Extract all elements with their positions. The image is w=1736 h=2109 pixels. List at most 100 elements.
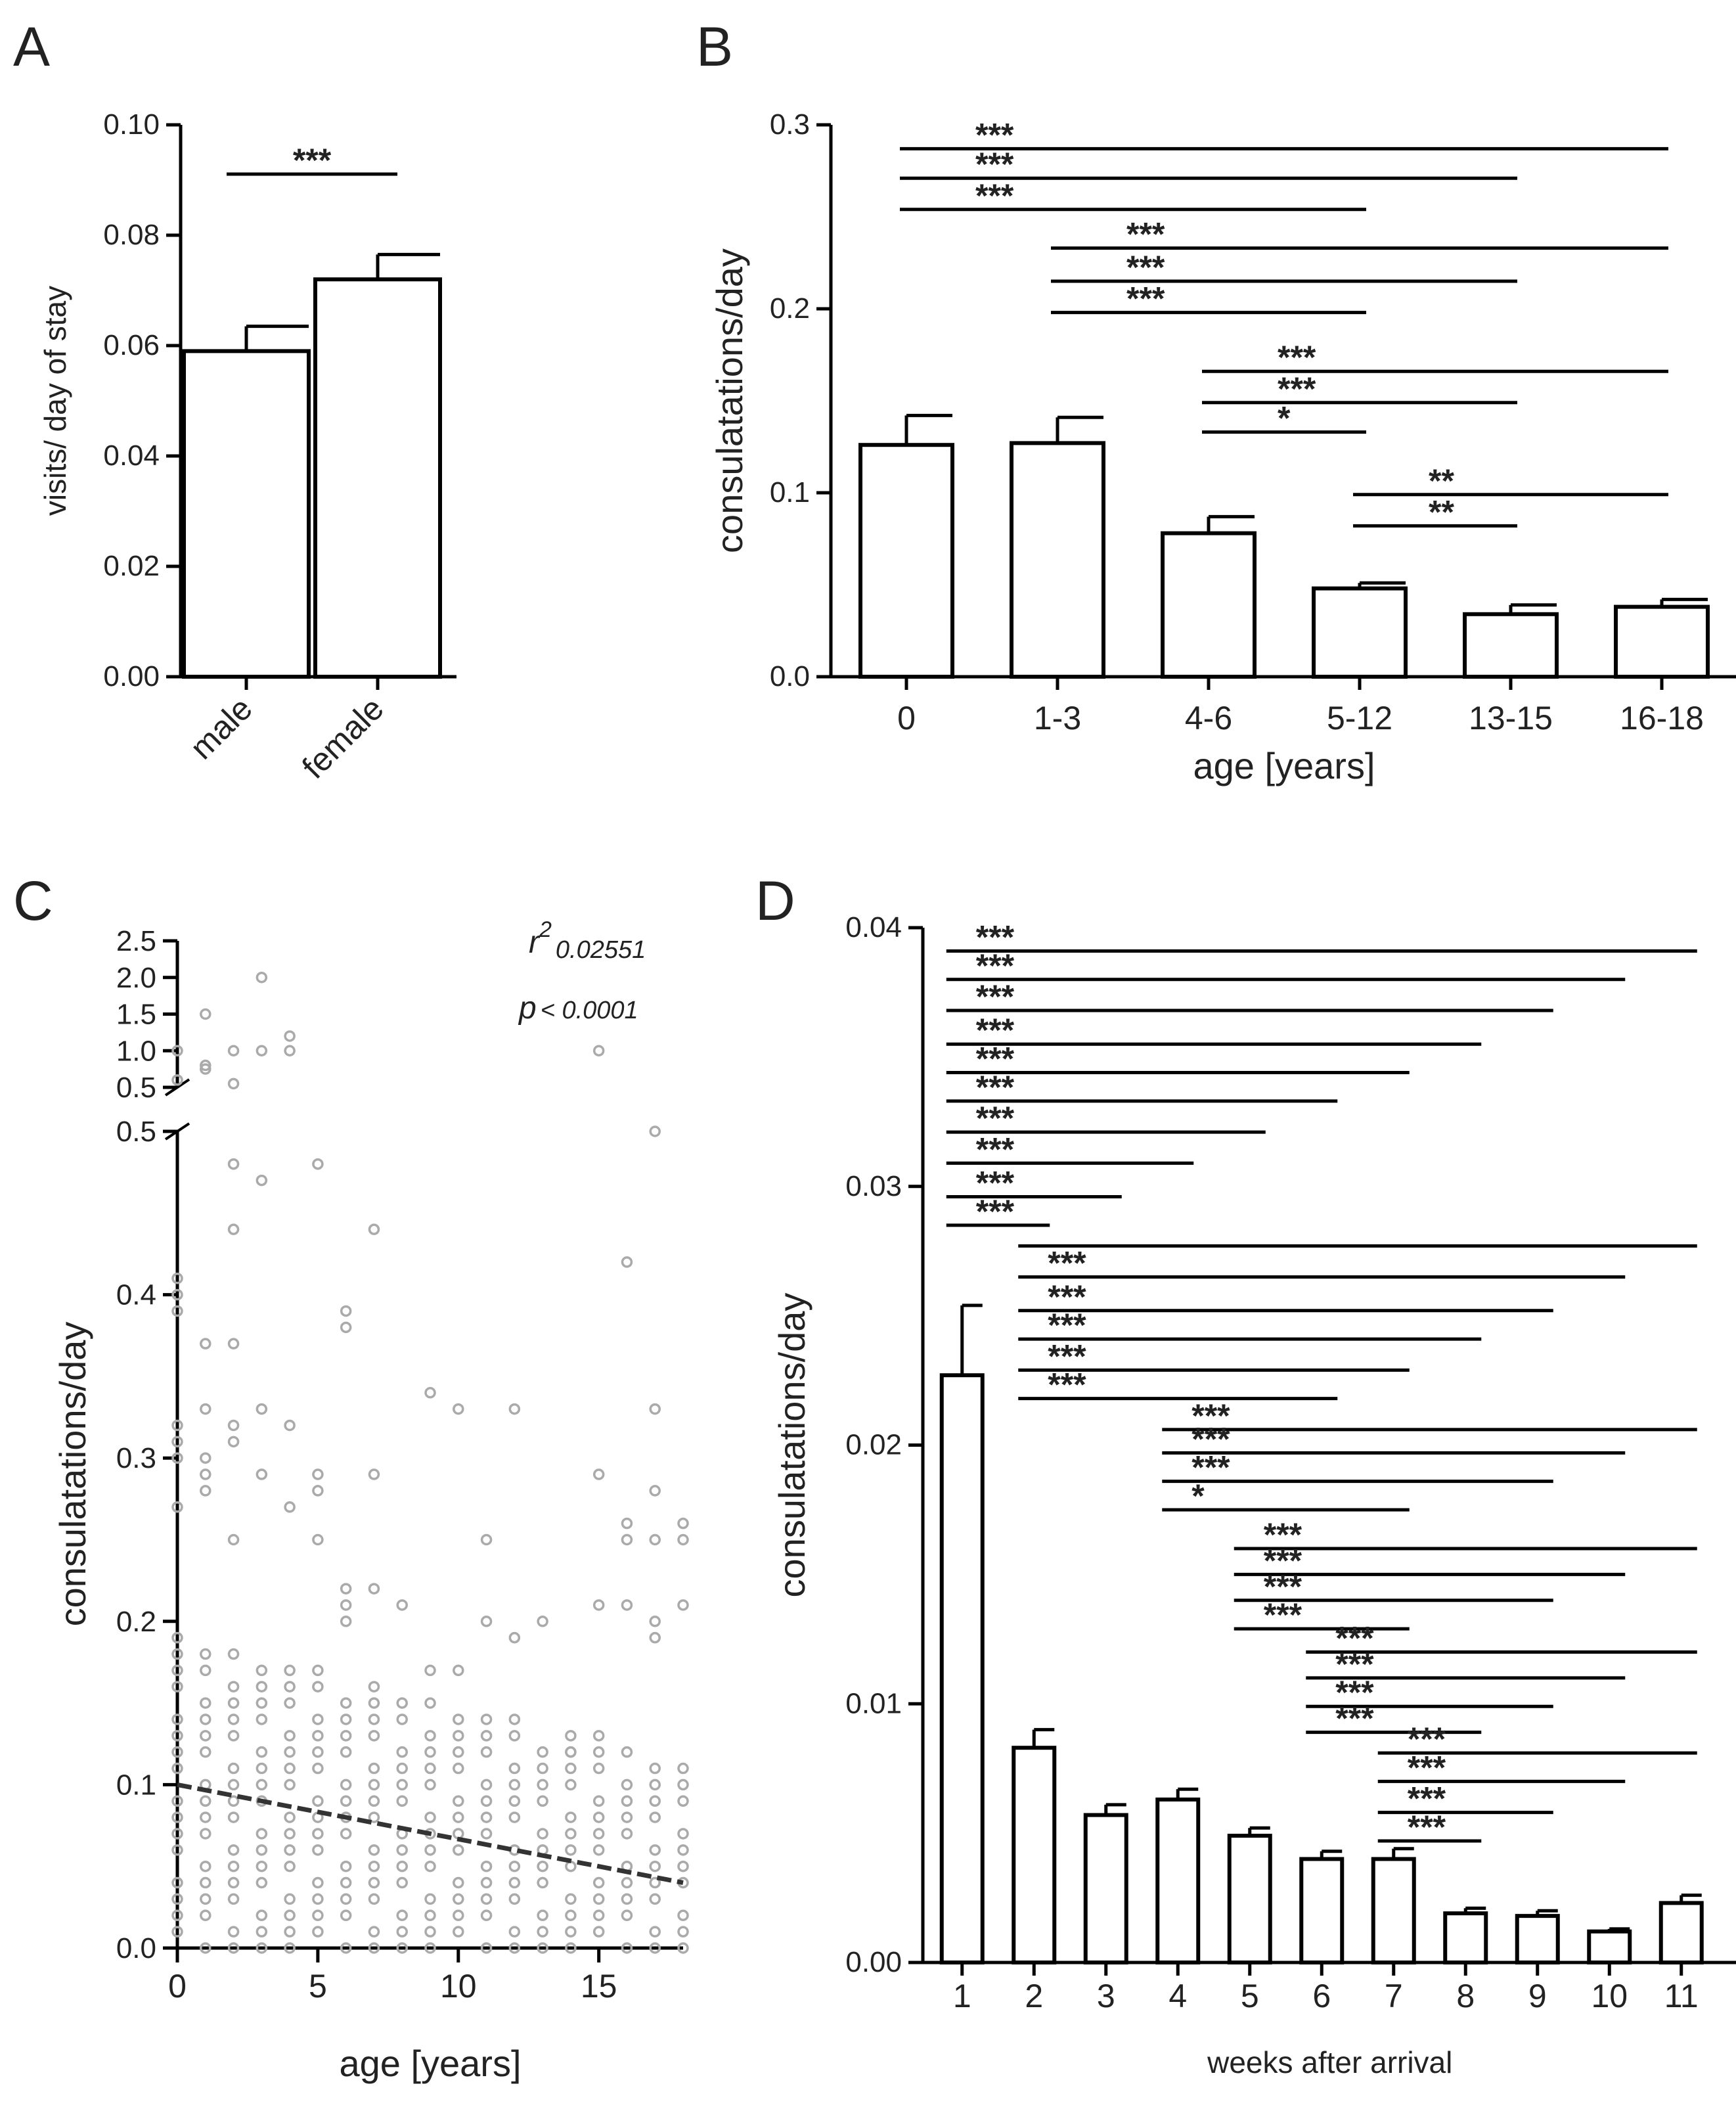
- data-point: [537, 1779, 548, 1791]
- data-point: [508, 1730, 521, 1742]
- data-point: [649, 1860, 661, 1872]
- data-point: [256, 1926, 268, 1938]
- significance-label: ***: [1335, 1674, 1374, 1711]
- data-point: [200, 1909, 211, 1922]
- data-point: [200, 1795, 211, 1807]
- data-point: [649, 1485, 661, 1497]
- data-point: [424, 1893, 436, 1905]
- r-squared-superscript: 2: [539, 917, 552, 942]
- significance-label: ***: [976, 1193, 1015, 1230]
- data-point: [649, 1533, 661, 1546]
- data-point: [649, 1942, 661, 1954]
- data-point: [312, 1893, 324, 1905]
- data-point: [227, 1860, 240, 1872]
- data-point: [649, 1795, 661, 1807]
- bar: [1161, 531, 1257, 679]
- y-tick-label: 0.5: [116, 1116, 156, 1148]
- data-point: [171, 1419, 183, 1432]
- data-point: [171, 1074, 183, 1086]
- data-point: [621, 1909, 633, 1922]
- data-point: [453, 1909, 464, 1922]
- significance-label: ***: [976, 1069, 1015, 1106]
- data-point: [227, 1844, 240, 1856]
- y-tick-label: 0.06: [103, 329, 160, 361]
- data-point: [284, 1697, 296, 1709]
- y-tick-label: 0.3: [770, 108, 810, 141]
- data-point: [565, 1779, 577, 1791]
- data-point: [256, 1468, 268, 1480]
- data-point: [312, 1468, 324, 1480]
- data-point: [284, 1501, 296, 1513]
- x-tick-label: 9: [1528, 1978, 1547, 2014]
- data-point: [227, 1436, 240, 1448]
- data-point: [508, 1713, 521, 1725]
- data-point: [284, 1926, 296, 1938]
- data-point: [537, 1828, 548, 1840]
- data-point: [340, 1321, 352, 1334]
- data-point: [312, 1926, 324, 1938]
- bar: [1012, 1746, 1057, 1964]
- data-point: [508, 1926, 521, 1938]
- data-point: [508, 1403, 521, 1415]
- y-tick-label: 0.2: [770, 292, 810, 325]
- data-point: [200, 1697, 211, 1709]
- data-point: [171, 1746, 183, 1758]
- y-tick-label: 0.02: [103, 550, 160, 582]
- data-point: [171, 1762, 183, 1775]
- data-point: [592, 1599, 605, 1611]
- data-point: [424, 1926, 436, 1938]
- data-point: [565, 1746, 577, 1758]
- data-point: [649, 1125, 661, 1137]
- data-point: [565, 1942, 577, 1954]
- data-point: [340, 1599, 352, 1611]
- data-point: [227, 1338, 240, 1349]
- data-point: [480, 1860, 493, 1872]
- significance-label: **: [1429, 463, 1454, 499]
- data-point: [256, 1681, 268, 1692]
- data-point: [200, 1942, 211, 1954]
- data-point: [424, 1730, 436, 1742]
- data-point: [227, 1730, 240, 1742]
- data-point: [312, 1746, 324, 1758]
- data-point: [284, 1828, 296, 1840]
- data-point: [200, 1713, 211, 1725]
- data-point: [565, 1811, 577, 1823]
- data-point: [368, 1811, 380, 1823]
- significance-label: ***: [976, 978, 1015, 1015]
- panel-a: 0.00 0.02 0.04 0.06 0.08 0.10 male female *** vis…: [38, 108, 456, 786]
- significance-label: ***: [1264, 1542, 1302, 1579]
- significance-label: ***: [1335, 1646, 1374, 1683]
- data-point: [171, 1926, 183, 1938]
- data-point: [396, 1860, 408, 1872]
- data-point: [200, 1485, 211, 1497]
- data-point: [424, 1779, 436, 1791]
- data-point: [368, 1583, 380, 1595]
- data-point: [256, 1762, 268, 1775]
- data-point: [396, 1795, 408, 1807]
- data-point: [592, 1795, 605, 1807]
- significance-label: ***: [1335, 1620, 1374, 1657]
- data-point: [649, 1876, 661, 1889]
- data-point: [171, 1811, 183, 1823]
- data-point: [200, 1664, 211, 1677]
- data-point: [677, 1844, 689, 1856]
- data-point: [508, 1795, 521, 1807]
- data-point: [565, 1762, 577, 1775]
- data-point: [171, 1844, 183, 1856]
- data-point: [424, 1942, 436, 1954]
- data-point: [256, 1828, 268, 1840]
- bar: [1010, 441, 1105, 679]
- data-point: [537, 1795, 548, 1807]
- x-tick-label: 8: [1456, 1978, 1475, 2014]
- data-point: [396, 1926, 408, 1938]
- significance-label: *: [1191, 1478, 1205, 1514]
- significance-label: ***: [976, 1012, 1015, 1049]
- data-point: [340, 1583, 352, 1595]
- data-point: [565, 1909, 577, 1922]
- y-axis-label: consulatations/day: [771, 1293, 812, 1598]
- data-point: [368, 1876, 380, 1889]
- data-point: [368, 1223, 380, 1235]
- data-point: [171, 1681, 183, 1692]
- y-tick-label: 0.10: [103, 108, 160, 141]
